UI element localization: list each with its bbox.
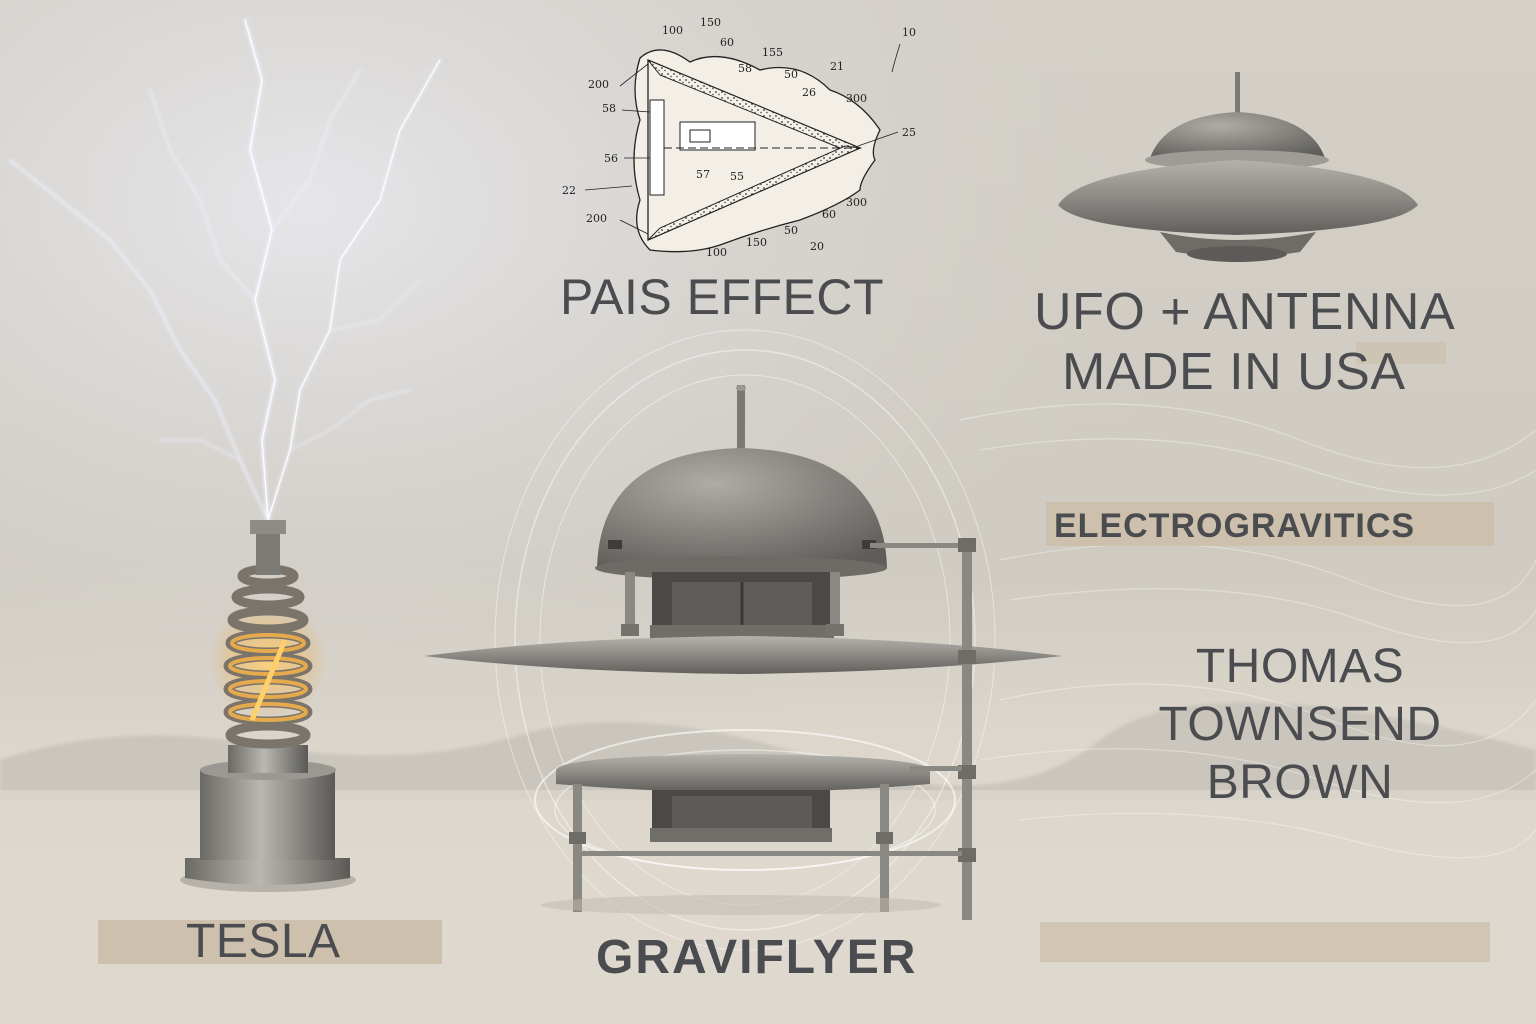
patent-num-150-top: 150 xyxy=(700,16,721,29)
patent-num-21: 21 xyxy=(830,60,844,73)
ttb-line-brown: BROWN xyxy=(1206,756,1394,809)
made-in-usa-label: MADE IN USA xyxy=(1062,343,1406,401)
tesla-label: TESLA xyxy=(186,915,341,968)
patent-num-100-bottom: 100 xyxy=(706,246,727,259)
patent-num-155: 155 xyxy=(762,46,783,59)
electrogravitics-label: ELECTROGRAVITICS xyxy=(1054,507,1416,545)
patent-num-22: 22 xyxy=(562,184,576,197)
tesla-coil xyxy=(180,520,356,892)
thomas-townsend-brown-label: THOMAS TOWNSEND BROWN xyxy=(1140,638,1460,812)
blank-label-pad xyxy=(1040,922,1490,962)
patent-num-26: 26 xyxy=(802,86,816,99)
patent-num-58-inner: 58 xyxy=(738,62,752,75)
patent-num-300-top: 300 xyxy=(846,92,867,105)
ttb-line-thomas: THOMAS xyxy=(1195,640,1405,693)
patent-diagram: 100 150 60 155 10 58 50 21 200 58 26 300… xyxy=(562,16,916,259)
patent-num-50-bottom: 50 xyxy=(784,224,798,237)
pais-effect-label: PAIS EFFECT xyxy=(560,269,885,325)
patent-num-25: 25 xyxy=(902,126,916,139)
graviflyer-label: GRAVIFLYER xyxy=(596,931,918,984)
patent-num-57: 57 xyxy=(696,168,710,181)
patent-num-150-bottom: 150 xyxy=(746,236,767,249)
distant-hills xyxy=(0,702,1536,800)
patent-num-55: 55 xyxy=(730,170,744,183)
patent-num-60-bottom: 60 xyxy=(822,208,836,221)
patent-num-58-left: 58 xyxy=(602,102,616,115)
patent-num-56: 56 xyxy=(604,152,618,165)
tesla-label-pad xyxy=(98,920,442,964)
patent-num-50-top: 50 xyxy=(784,68,798,81)
patent-num-300-bottom: 300 xyxy=(846,196,867,209)
contour-lines xyxy=(959,403,1536,859)
ufo-saucer xyxy=(1058,72,1418,262)
ufo-label-pad xyxy=(1356,342,1446,364)
patent-num-20: 20 xyxy=(810,240,824,253)
field-rings xyxy=(494,329,996,951)
ufo-antenna-label: UFO + ANTENNA xyxy=(1034,283,1456,341)
patent-num-10: 10 xyxy=(902,26,916,39)
patent-num-60-top: 60 xyxy=(720,36,734,49)
electrogravitics-label-pad xyxy=(1046,502,1494,546)
patent-num-100-top: 100 xyxy=(662,24,683,37)
lightning-core xyxy=(244,19,441,521)
patent-num-200-top: 200 xyxy=(588,78,609,91)
graviflyer-device xyxy=(424,385,1062,920)
patent-num-200-bottom: 200 xyxy=(586,212,607,225)
ttb-line-townsend: TOWNSEND xyxy=(1158,698,1442,751)
